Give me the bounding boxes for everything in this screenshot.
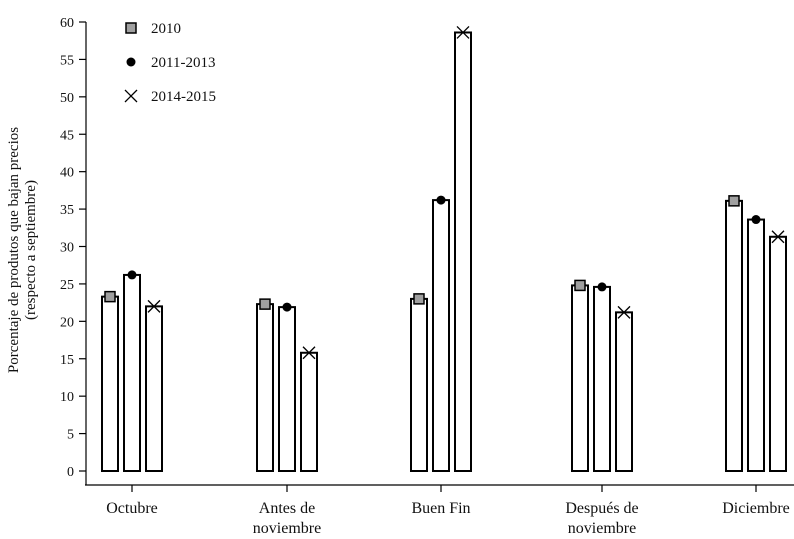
y-tick-label: 40 bbox=[60, 166, 74, 181]
marker-2010 bbox=[574, 279, 586, 292]
y-tick-label: 15 bbox=[60, 353, 74, 368]
legend-label: 2014-2015 bbox=[151, 89, 216, 105]
marker-x-stroke bbox=[124, 89, 138, 103]
bar-2010 bbox=[725, 199, 743, 473]
bar-2014-2015 bbox=[769, 235, 787, 472]
y-axis-title-line: (respecto a septiembre) bbox=[23, 180, 39, 320]
x-category-label-line: noviembre bbox=[568, 520, 636, 537]
x-category-label-line: Después de bbox=[565, 500, 638, 517]
x-category-label: Octubre bbox=[106, 500, 158, 517]
bar-2010 bbox=[101, 295, 119, 472]
x-category-label-line: Buen Fin bbox=[411, 500, 470, 517]
bar-2014-2015 bbox=[454, 31, 472, 473]
legend-marker-2010 bbox=[125, 22, 137, 34]
bar-2014-2015 bbox=[615, 311, 633, 472]
bar-2010 bbox=[571, 284, 589, 472]
bar-2011-2013 bbox=[747, 218, 765, 472]
markers bbox=[104, 26, 785, 360]
bar-2014-2015 bbox=[300, 351, 318, 472]
legend-label: 2011-2013 bbox=[151, 55, 215, 71]
x-category-label-line: Antes de bbox=[259, 500, 315, 517]
y-tick-label: 45 bbox=[60, 128, 74, 143]
marker-2014-2015 bbox=[617, 305, 631, 319]
bar-2011-2013 bbox=[432, 199, 450, 472]
x-category-label-line: Diciembre bbox=[722, 500, 790, 517]
bar-2011-2013 bbox=[123, 273, 141, 473]
axes: 0 5 10 15 20 25 30 35 40 45 50 55 60 Octubre Antes de n… bbox=[6, 16, 794, 537]
y-tick-label: 25 bbox=[60, 278, 74, 293]
y-tick-label: 35 bbox=[60, 203, 74, 218]
marker-x-stroke bbox=[302, 346, 316, 360]
marker-2011-2013 bbox=[282, 302, 292, 312]
marker-2011-2013 bbox=[436, 195, 446, 205]
legend-label: 2010 bbox=[151, 21, 181, 37]
marker-2011-2013 bbox=[597, 282, 607, 292]
y-tick-label: 60 bbox=[60, 16, 74, 31]
y-tick-label: 30 bbox=[60, 241, 74, 256]
marker-x-stroke bbox=[456, 26, 470, 39]
marker-2011-2013 bbox=[751, 215, 761, 225]
bar-2010 bbox=[256, 303, 274, 472]
y-tick-label: 5 bbox=[67, 428, 74, 443]
marker-2010 bbox=[413, 293, 425, 305]
x-category-label: Diciembre bbox=[722, 500, 790, 517]
y-tick-label: 0 bbox=[67, 465, 74, 480]
y-tick-label: 20 bbox=[60, 315, 74, 330]
marker-2011-2013 bbox=[127, 270, 137, 280]
x-category-label: Después de noviembre bbox=[565, 500, 638, 537]
bar-2011-2013 bbox=[278, 306, 296, 472]
x-category-label-line: Octubre bbox=[106, 500, 158, 517]
y-axis-title-line: Porcentaje de produtos que bajan precios bbox=[6, 127, 22, 373]
marker-2014-2015 bbox=[456, 26, 470, 39]
bar-2011-2013 bbox=[593, 285, 611, 472]
x-category-label-line: noviembre bbox=[253, 520, 321, 537]
marker-2010 bbox=[104, 290, 116, 303]
bar-2010 bbox=[410, 297, 428, 472]
y-axis-title: Porcentaje de produtos que bajan precios… bbox=[6, 127, 39, 373]
marker-2010 bbox=[259, 298, 271, 310]
x-category-label: Buen Fin bbox=[411, 500, 470, 517]
marker-x-stroke bbox=[617, 305, 631, 319]
y-tick-label: 10 bbox=[60, 390, 74, 405]
marker-x-stroke bbox=[147, 299, 161, 313]
y-tick-label: 55 bbox=[60, 53, 74, 68]
legend-marker-2014-2015 bbox=[124, 89, 138, 103]
marker-x-stroke bbox=[771, 230, 785, 244]
y-tick-label: 50 bbox=[60, 91, 74, 106]
legend-marker-2011-2013 bbox=[126, 57, 136, 67]
marker-2014-2015 bbox=[771, 230, 785, 244]
x-category-label: Antes de noviembre bbox=[253, 500, 321, 537]
bar-2014-2015 bbox=[145, 305, 163, 472]
legend: 2010 2011-2013 2014-2015 bbox=[124, 21, 216, 105]
marker-2014-2015 bbox=[147, 299, 161, 313]
marker-2014-2015 bbox=[302, 346, 316, 360]
marker-2010 bbox=[728, 195, 740, 207]
